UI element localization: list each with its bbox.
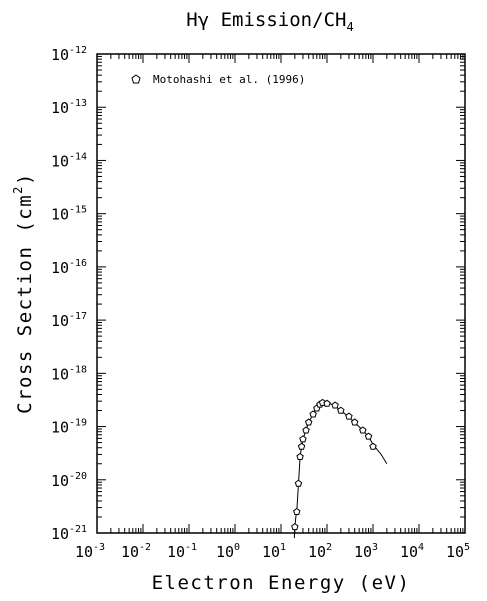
y-tick-label-exponent: -18	[69, 364, 87, 375]
x-tick-label-base: 10	[308, 543, 326, 561]
x-tick-label: 103	[354, 542, 378, 561]
data-point	[309, 410, 317, 418]
y-axis-label-superscript: 2	[11, 185, 25, 194]
y-tick-label-base: 10	[51, 46, 69, 64]
y-tick-label-base: 10	[51, 419, 69, 437]
x-tick-label-exponent: 2	[326, 542, 332, 553]
x-tick-label: 10-3	[75, 542, 105, 561]
y-tick-label-exponent: -17	[69, 311, 87, 322]
data-point	[294, 479, 303, 487]
y-tick-label-base: 10	[51, 99, 69, 117]
x-tick-label: 100	[216, 542, 240, 561]
data-point	[345, 412, 353, 420]
y-tick-label-exponent: -12	[69, 45, 87, 56]
x-tick-label-exponent: 0	[234, 542, 240, 553]
x-tick-label-exponent: -3	[93, 542, 105, 553]
y-tick-label-base: 10	[51, 312, 69, 330]
x-tick-label-exponent: -2	[139, 542, 151, 553]
y-axis-label-end: )	[14, 172, 36, 185]
data-point	[359, 426, 367, 434]
y-tick-label: 10-19	[51, 418, 87, 437]
y-tick-label-base: 10	[51, 472, 69, 490]
x-tick-label-exponent: 3	[372, 542, 378, 553]
y-tick-label: 10-12	[51, 45, 87, 64]
x-tick-label-base: 10	[216, 543, 234, 561]
y-tick-label-exponent: -19	[69, 418, 87, 429]
x-tick-label-exponent: -1	[185, 542, 197, 553]
y-tick-label-exponent: -21	[69, 524, 87, 535]
data-point	[297, 442, 306, 450]
data-point	[304, 418, 313, 426]
data-point	[291, 523, 299, 531]
data-point	[302, 426, 310, 434]
data-point	[331, 401, 339, 409]
y-tick-label: 10-15	[51, 205, 87, 224]
y-tick-label-base: 10	[51, 259, 69, 277]
y-tick-label-exponent: -16	[69, 258, 87, 269]
y-tick-label: 10-18	[51, 364, 87, 383]
y-tick-label-exponent: -15	[69, 205, 87, 216]
y-tick-label-base: 10	[51, 525, 69, 543]
series-layer	[291, 398, 388, 539]
x-tick-label-exponent: 1	[280, 542, 286, 553]
x-tick-label: 101	[262, 542, 286, 561]
x-tick-label-exponent: 5	[464, 542, 470, 553]
axis-ticks	[96, 53, 466, 534]
x-tick-label-base: 10	[75, 543, 93, 561]
x-tick-label-base: 10	[446, 543, 464, 561]
chart-title: Hγ Emission/CH4	[186, 9, 353, 34]
data-point	[296, 452, 304, 460]
x-tick-label-base: 10	[167, 543, 185, 561]
y-tick-label: 10-13	[51, 98, 87, 117]
x-axis-label: Electron Energy (eV)	[152, 572, 411, 594]
x-tick-label-exponent: 4	[418, 542, 424, 553]
data-point	[350, 418, 359, 426]
y-tick-label-exponent: -20	[69, 471, 87, 482]
y-axis-label: Cross Section (cm2)	[11, 172, 36, 414]
y-tick-label: 10-20	[51, 471, 87, 490]
data-point	[299, 435, 307, 443]
data-point	[323, 399, 331, 407]
y-tick-label-base: 10	[51, 206, 69, 224]
x-tick-label: 105	[446, 542, 470, 561]
x-tick-label: 102	[308, 542, 332, 561]
plot-frame	[96, 53, 466, 534]
legend: Motohashi et al. (1996)	[131, 73, 305, 86]
x-tick-label-base: 10	[400, 543, 418, 561]
chart-title-subscript: 4	[346, 20, 353, 34]
legend-label: Motohashi et al. (1996)	[153, 73, 305, 86]
x-tick-label-base: 10	[354, 543, 372, 561]
y-tick-label-base: 10	[51, 152, 69, 170]
y-tick-label-exponent: -13	[69, 98, 87, 109]
x-tick-label: 10-2	[121, 542, 151, 561]
y-tick-label: 10-17	[51, 311, 87, 330]
y-tick-label-exponent: -14	[69, 151, 87, 162]
y-tick-label: 10-14	[51, 151, 87, 170]
y-tick-labels: 10-2110-2010-1910-1810-1710-1610-1510-14…	[51, 45, 87, 543]
y-tick-label-base: 10	[51, 365, 69, 383]
data-point	[293, 507, 301, 515]
data-point	[337, 406, 345, 414]
y-tick-label: 10-21	[51, 524, 87, 543]
x-tick-label-base: 10	[121, 543, 139, 561]
legend-marker-pentagon	[131, 74, 141, 84]
x-tick-label-base: 10	[262, 543, 280, 561]
y-axis-label-main: Cross Section (cm	[14, 194, 36, 414]
data-point	[364, 432, 373, 440]
x-tick-label: 10-1	[167, 542, 197, 561]
x-tick-label: 104	[400, 542, 424, 561]
chart-title-main: Hγ Emission/CH	[186, 9, 346, 31]
y-tick-label: 10-16	[51, 258, 87, 277]
data-point	[369, 442, 377, 450]
x-tick-labels: 10-3 10-2 10-1 100 101 102 103 104 105	[75, 542, 470, 561]
